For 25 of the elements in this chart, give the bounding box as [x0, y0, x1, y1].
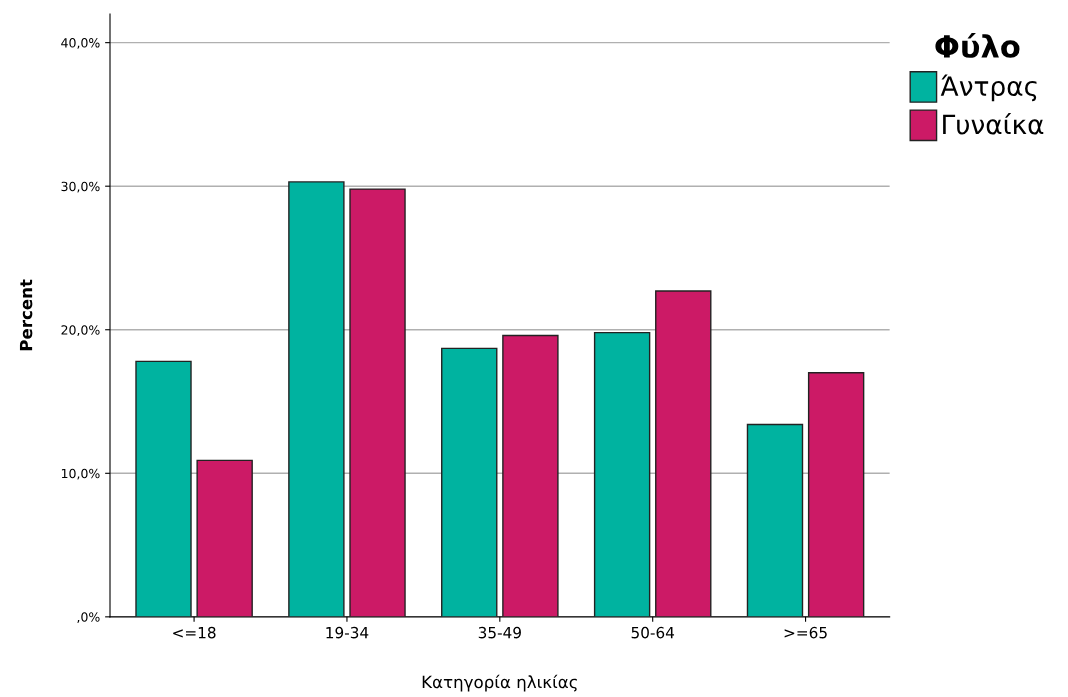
bar	[196, 459, 253, 617]
y-tick-label: ,0%	[77, 612, 100, 624]
y-tick-label: 40,0%	[61, 38, 100, 49]
bar	[746, 423, 804, 617]
y-tick-label: 10,0%	[61, 468, 100, 480]
bar	[441, 347, 498, 617]
bar	[502, 334, 559, 617]
y-axis-title: Percent	[19, 279, 33, 351]
y-tick-label: 30,0%	[61, 181, 100, 193]
bar	[593, 331, 651, 617]
legend-label: Γυναίκα	[943, 113, 1044, 135]
x-tick-label: 35-49	[478, 626, 521, 639]
legend-title: Φύλο	[935, 32, 1020, 58]
x-tick-label: <=18	[173, 626, 216, 639]
legend-label: Άντρας	[940, 74, 1037, 102]
bar	[655, 290, 712, 617]
x-tick-label: 50-64	[631, 626, 675, 639]
bar	[807, 372, 865, 617]
x-axis-title: Κατηγορία ηλικίας	[422, 674, 577, 692]
bar	[288, 181, 345, 617]
bar	[349, 188, 406, 617]
y-tick-label: 20,0%	[61, 325, 100, 336]
x-tick-label: 19-34	[326, 626, 369, 639]
bar	[135, 360, 192, 617]
x-tick-label: >=65	[784, 626, 827, 639]
